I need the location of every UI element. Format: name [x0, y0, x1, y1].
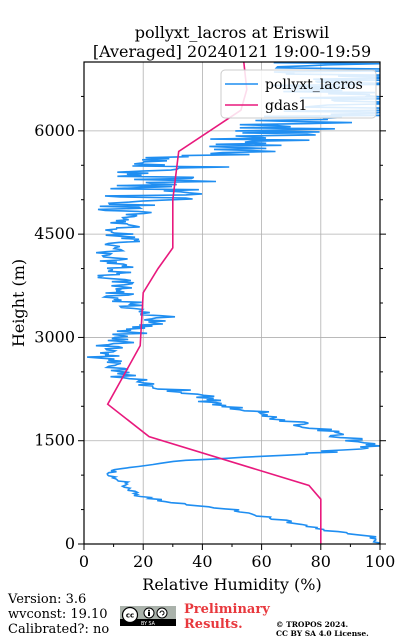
legend-box [220, 69, 377, 119]
wvconst-text: wvconst: 19.10 [8, 607, 108, 622]
x-tick-label: 0 [79, 552, 89, 571]
x-axis-ticks: 0 20 40 60 80 100 [79, 544, 395, 571]
preliminary-notice: Preliminary Results. [184, 602, 270, 632]
y-tick-label: 6000 [34, 121, 75, 140]
y-tick-label: 0 [65, 534, 75, 553]
chart-title-line2: [Averaged] 20240121 19:00-19:59 [93, 42, 371, 61]
x-tick-label: 40 [192, 552, 212, 571]
grid-lines [83, 62, 381, 545]
version-text: Version: 3.6 [8, 592, 87, 607]
copyright-line1: © TROPOS 2024. [276, 620, 349, 629]
lidar-profile-line [87, 62, 380, 544]
series-pollyxt-lacros [87, 62, 380, 544]
copyright-line2: CC BY SA 4.0 License. [276, 629, 369, 638]
x-tick-label: 20 [133, 552, 153, 571]
legend-label-pollyxt-lacros: pollyxt_lacros [265, 77, 363, 93]
x-tick-label: 60 [251, 552, 271, 571]
preliminary-line2: Results. [184, 617, 243, 632]
preliminary-line1: Preliminary [184, 602, 270, 617]
copyright-notice: © TROPOS 2024. CC BY SA 4.0 License. [276, 620, 369, 638]
chart-title-line1: pollyxt_lacros at Eriswil [135, 23, 329, 42]
svg-text:cc: cc [126, 612, 134, 620]
legend-label-gdas1: gdas1 [265, 98, 307, 114]
y-tick-label: 1500 [34, 431, 75, 450]
x-tick-label: 100 [365, 552, 396, 571]
y-axis-ticks: 0 1500 3000 4500 6000 [34, 95, 386, 553]
cc-by-sa-icon: cc BY SA [120, 606, 176, 626]
y-axis-label: Height (m) [9, 259, 28, 347]
x-tick-label: 80 [311, 552, 331, 571]
y-tick-label: 3000 [34, 327, 75, 346]
legend: pollyxt_lacros gdas1 [220, 69, 377, 119]
calibrated-text: Calibrated?: no [8, 622, 110, 637]
x-axis-label: Relative Humidity (%) [142, 575, 321, 594]
plot-frame [83, 61, 381, 545]
y-tick-label: 4500 [34, 224, 75, 243]
svg-text:BY SA: BY SA [141, 621, 156, 626]
